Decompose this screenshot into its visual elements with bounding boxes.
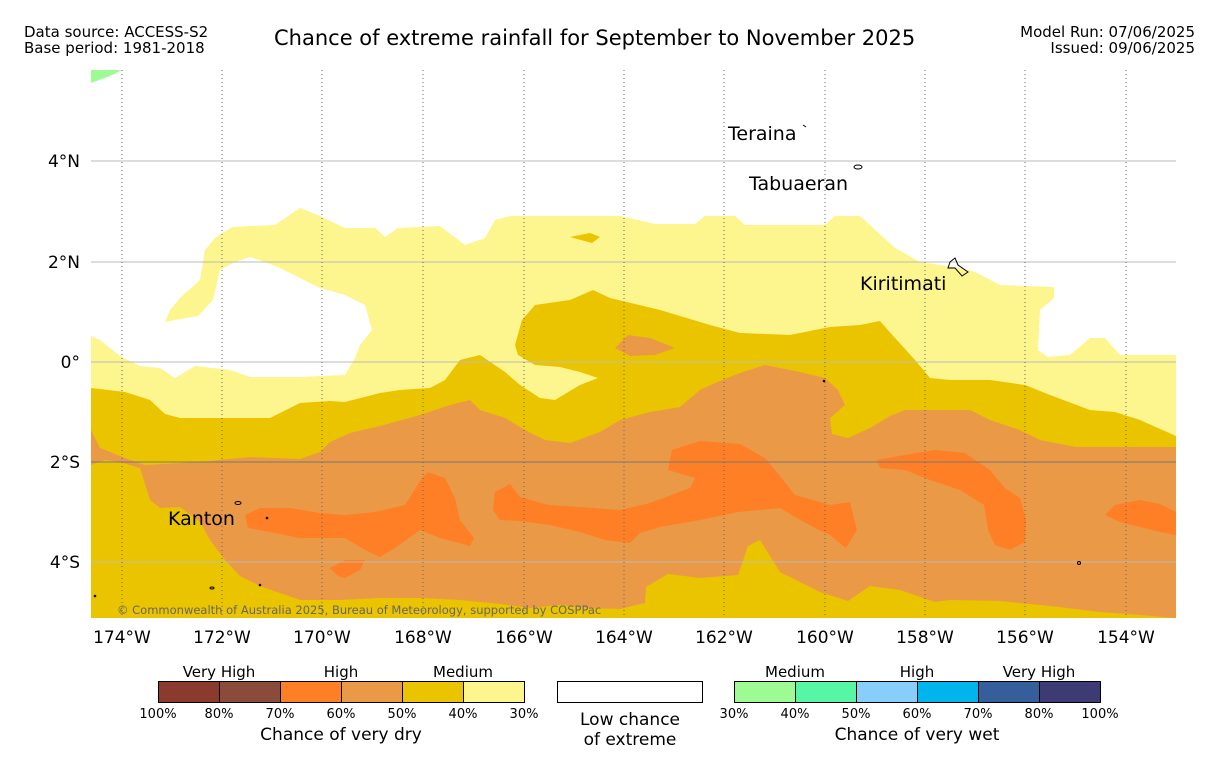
lat-label: 4°S — [50, 553, 80, 573]
dry-swatch — [159, 682, 220, 702]
lat-label: 2°S — [50, 453, 80, 473]
dry-swatch — [403, 682, 464, 702]
wet-tick: 30% — [719, 707, 749, 722]
high-dry-patch-1 — [615, 335, 675, 356]
wet-legend-title: Chance of very wet — [834, 725, 1000, 745]
place-label-kanton: Kanton — [168, 508, 235, 530]
high-dry-region-dark-4 — [877, 450, 1026, 550]
wet-swatch — [918, 682, 979, 702]
dry-tick: 60% — [326, 707, 356, 722]
high-dry-region-dark-1 — [245, 472, 474, 557]
dry-tick: 40% — [448, 707, 478, 722]
wet-tick: 50% — [841, 707, 871, 722]
low-chance-label: Low chance of extreme — [550, 710, 710, 750]
dry-swatch — [281, 682, 342, 702]
lon-label: 172°W — [193, 628, 251, 648]
base-period-text: Base period: 1981-2018 — [24, 39, 205, 57]
place-label-tabuaeran: Tabuaeran — [748, 173, 848, 195]
medium-dry-patch — [570, 233, 600, 243]
lon-label: 160°W — [796, 628, 854, 648]
wet-swatch — [796, 682, 857, 702]
place-label-teraina: Teraina — [727, 123, 797, 145]
wet-tick: 100% — [1081, 707, 1119, 722]
latitude-labels: 4°N 2°N 0° 2°S 4°S — [48, 152, 80, 573]
high-dry-region-dark-5 — [1105, 500, 1176, 535]
lat-label: 2°N — [48, 253, 80, 273]
dry-swatch — [342, 682, 403, 702]
low-chance-swatch — [557, 681, 703, 703]
wet-swatch — [735, 682, 796, 702]
lat-label: 4°N — [48, 152, 80, 172]
rainfall-map: 4°N 2°N 0° 2°S 4°S 174°W 172°W 170°W 168… — [48, 70, 1176, 648]
lon-label: 158°W — [896, 628, 954, 648]
dry-swatch — [464, 682, 524, 702]
dry-category-very-high: Very High — [182, 663, 256, 681]
lon-label: 168°W — [394, 628, 452, 648]
dry-category-medium: Medium — [433, 663, 493, 681]
wet-category-medium: Medium — [765, 663, 825, 681]
grid-lines — [91, 70, 1176, 618]
wet-medium-corner — [91, 70, 122, 83]
dry-colorbar — [158, 681, 525, 703]
dry-tick: 50% — [387, 707, 417, 722]
place-labels: Teraina Tabuaeran Kiritimati Kanton — [168, 123, 946, 530]
low-chance-line2: of extreme — [583, 730, 677, 750]
model-run-text: Model Run: 07/06/2025 — [1020, 23, 1195, 41]
dry-swatch — [220, 682, 281, 702]
issued-text: Issued: 09/06/2025 — [1050, 39, 1195, 57]
wet-tick: 80% — [1024, 707, 1054, 722]
map-title: Chance of extreme rainfall for September… — [274, 26, 916, 50]
wet-tick: 40% — [780, 707, 810, 722]
copyright-notice: © Commonwealth of Australia 2025, Bureau… — [117, 603, 601, 617]
wet-swatch — [857, 682, 918, 702]
lon-label: 174°W — [93, 628, 151, 648]
dry-category-high: High — [323, 663, 359, 681]
lon-label: 154°W — [1097, 628, 1155, 648]
wet-colorbar — [734, 681, 1101, 703]
high-dry-region-light — [91, 365, 1176, 618]
data-source-block: Data source: ACCESS-S2 Base period: 1981… — [24, 24, 208, 56]
dry-tick: 100% — [139, 707, 177, 722]
model-info-block: Model Run: 07/06/2025 Issued: 09/06/2025 — [1020, 24, 1195, 56]
longitude-labels: 174°W 172°W 170°W 168°W 166°W 164°W 162°… — [93, 628, 1155, 648]
lon-label: 166°W — [495, 628, 553, 648]
high-dry-region-dark-3 — [493, 441, 857, 548]
dry-tick: 30% — [509, 707, 539, 722]
data-source-text: Data source: ACCESS-S2 — [24, 23, 209, 41]
wet-swatch — [979, 682, 1040, 702]
lon-label: 156°W — [996, 628, 1054, 648]
dry-tick: 70% — [265, 707, 295, 722]
wet-tick: 60% — [902, 707, 932, 722]
lon-label: 170°W — [293, 628, 351, 648]
wet-tick: 70% — [963, 707, 993, 722]
high-dry-region-dark-2 — [330, 560, 365, 578]
lon-label: 164°W — [595, 628, 653, 648]
wet-category-high: High — [899, 663, 935, 681]
dry-tick: 80% — [204, 707, 234, 722]
wet-category-very-high: Very High — [1002, 663, 1076, 681]
low-chance-line1: Low chance — [580, 710, 680, 730]
lat-label: 0° — [61, 353, 80, 373]
wet-swatch — [1040, 682, 1100, 702]
place-label-kiritimati: Kiritimati — [860, 273, 946, 295]
lon-label: 162°W — [695, 628, 753, 648]
dry-legend-title: Chance of very dry — [260, 725, 422, 745]
island-outlines — [93, 124, 1081, 598]
